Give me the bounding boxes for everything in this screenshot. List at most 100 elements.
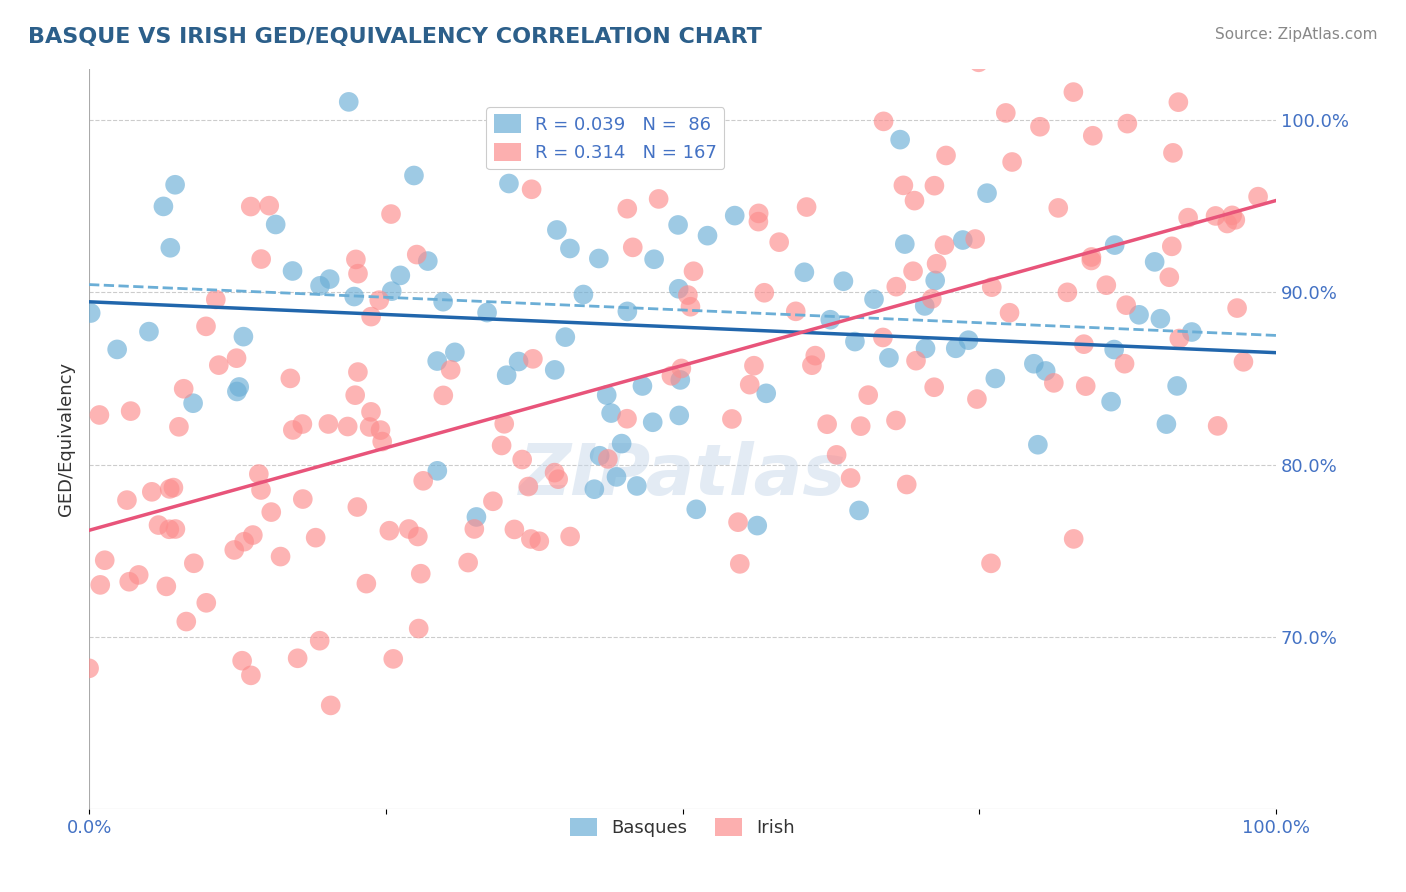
Point [416, 254, 439, 268]
Point [1156, 417, 1178, 431]
Point [1206, 418, 1229, 433]
Point [1074, 379, 1097, 393]
Point [754, 285, 776, 300]
Point [1114, 357, 1136, 371]
Point [966, 392, 988, 406]
Y-axis label: GED/Equivalency: GED/Equivalency [58, 362, 75, 516]
Point [1104, 238, 1126, 252]
Point [457, 556, 479, 570]
Point [494, 417, 516, 431]
Point [165, 522, 187, 536]
Point [138, 325, 160, 339]
Point [128, 568, 150, 582]
Point [250, 252, 273, 266]
Point [204, 293, 226, 307]
Point [984, 371, 1007, 385]
Point [894, 237, 917, 252]
Point [378, 524, 401, 538]
Point [547, 472, 569, 486]
Point [77, 661, 100, 675]
Point [1062, 85, 1084, 99]
Point [965, 232, 987, 246]
Point [174, 615, 197, 629]
Point [287, 651, 309, 665]
Point [155, 579, 177, 593]
Point [157, 522, 180, 536]
Point [546, 145, 568, 160]
Point [1161, 145, 1184, 160]
Point [242, 528, 264, 542]
Point [432, 388, 454, 402]
Point [543, 466, 565, 480]
Point [510, 452, 533, 467]
Point [491, 438, 513, 452]
Point [796, 200, 818, 214]
Point [815, 417, 838, 432]
Point [554, 330, 576, 344]
Point [596, 451, 619, 466]
Point [1026, 438, 1049, 452]
Point [914, 342, 936, 356]
Point [162, 481, 184, 495]
Point [406, 529, 429, 543]
Point [800, 358, 823, 372]
Point [998, 306, 1021, 320]
Point [980, 557, 1002, 571]
Point [318, 272, 340, 286]
Point [208, 358, 231, 372]
Point [233, 534, 256, 549]
Point [281, 264, 304, 278]
Point [370, 423, 392, 437]
Point [1099, 394, 1122, 409]
Point [440, 363, 463, 377]
Point [560, 529, 582, 543]
Point [1043, 376, 1066, 390]
Point [844, 334, 866, 349]
Point [546, 223, 568, 237]
Point [93, 553, 115, 567]
Point [347, 365, 370, 379]
Point [849, 419, 872, 434]
Point [291, 417, 314, 431]
Point [558, 242, 581, 256]
Point [616, 411, 638, 425]
Point [167, 419, 190, 434]
Point [1205, 209, 1227, 223]
Point [1226, 301, 1249, 315]
Point [967, 55, 990, 70]
Point [863, 292, 886, 306]
Point [105, 343, 128, 357]
Point [426, 354, 449, 368]
Point [89, 578, 111, 592]
Point [676, 288, 699, 302]
Point [444, 345, 467, 359]
Point [1001, 155, 1024, 169]
Point [1177, 211, 1199, 225]
Point [877, 351, 900, 365]
Point [465, 510, 488, 524]
Point [368, 293, 391, 307]
Point [432, 294, 454, 309]
Point [1225, 212, 1247, 227]
Point [79, 306, 101, 320]
Point [1143, 255, 1166, 269]
Point [118, 574, 141, 589]
Point [626, 479, 648, 493]
Point [232, 329, 254, 343]
Point [1232, 355, 1254, 369]
Point [832, 274, 855, 288]
Point [957, 333, 980, 347]
Point [141, 484, 163, 499]
Point [398, 522, 420, 536]
Point [1029, 120, 1052, 134]
Point [785, 304, 807, 318]
Point [1128, 308, 1150, 322]
Point [498, 177, 520, 191]
Point [1081, 128, 1104, 143]
Point [889, 133, 911, 147]
Point [402, 169, 425, 183]
Point [359, 420, 381, 434]
Point [631, 379, 654, 393]
Point [309, 278, 332, 293]
Point [747, 214, 769, 228]
